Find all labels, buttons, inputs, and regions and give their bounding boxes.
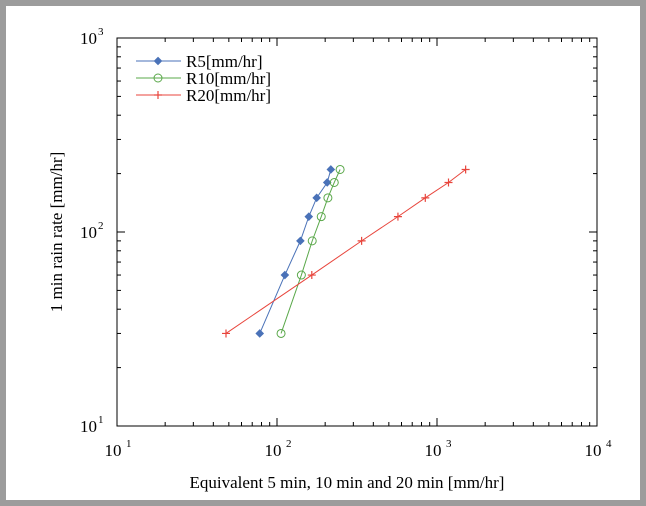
data-point xyxy=(312,193,321,203)
data-point xyxy=(329,177,339,187)
x-tick-label-exponent: 3 xyxy=(446,438,452,450)
data-point xyxy=(296,236,305,246)
legend-label: R5[mm/hr] xyxy=(186,52,263,71)
series-1 xyxy=(255,165,336,338)
series-line xyxy=(280,169,341,334)
y-axis-label: 1 min rain rate [mm/hr] xyxy=(47,152,66,313)
x-tick-label: 10 1 xyxy=(105,438,132,460)
legend-label: R10[mm/hr] xyxy=(186,69,271,88)
data-point xyxy=(326,165,336,174)
data-point xyxy=(461,165,470,174)
data-point xyxy=(323,193,333,203)
data-point xyxy=(307,236,317,246)
axis-ticks xyxy=(116,37,598,427)
legend-marker xyxy=(153,56,163,66)
y-tick-label-exponent: 3 xyxy=(98,26,104,38)
data-point xyxy=(304,212,314,221)
data-point xyxy=(280,270,290,280)
legend-entry: R20[mm/hr] xyxy=(136,86,271,105)
data-point xyxy=(335,164,345,174)
series-3 xyxy=(221,165,470,338)
legend-marker xyxy=(153,73,163,83)
legend-entry: R5[mm/hr] xyxy=(136,52,263,71)
x-tick-label-exponent: 2 xyxy=(286,438,292,450)
y-tick-label-base: 10 xyxy=(80,417,97,436)
legend: R5[mm/hr]R10[mm/hr]R20[mm/hr] xyxy=(136,52,271,105)
data-point xyxy=(393,212,402,221)
y-tick-label: 10 2 xyxy=(80,220,104,242)
x-tick-label-base: 10 xyxy=(585,441,602,460)
data-point xyxy=(444,178,453,187)
legend-marker xyxy=(154,91,162,99)
x-tick-label: 10 2 xyxy=(265,438,292,460)
x-axis-label: Equivalent 5 min, 10 min and 20 min [mm/… xyxy=(190,473,505,492)
y-tick-label-exponent: 1 xyxy=(98,414,104,426)
data-point xyxy=(296,270,306,280)
legend-label: R20[mm/hr] xyxy=(186,86,271,105)
y-tick-label-base: 10 xyxy=(80,29,97,48)
data-point xyxy=(316,212,326,222)
x-tick-label-base: 10 xyxy=(105,441,122,460)
data-point xyxy=(421,193,430,202)
x-tick-label-base: 10 xyxy=(425,441,442,460)
legend-entry: R10[mm/hr] xyxy=(136,69,271,88)
x-tick-label-exponent: 1 xyxy=(126,438,132,450)
tick-labels: 10 1 10 2 10 3 10 410 110 210 3 xyxy=(80,26,612,460)
x-tick-label-base: 10 xyxy=(265,441,282,460)
plot-area xyxy=(116,37,598,427)
data-point xyxy=(357,236,366,245)
y-tick-label-base: 10 xyxy=(80,223,97,242)
data-point xyxy=(255,329,265,338)
x-tick-label: 10 3 xyxy=(425,438,453,460)
x-tick-label-exponent: 4 xyxy=(606,438,612,450)
data-point xyxy=(307,271,316,280)
data-point xyxy=(221,329,230,338)
series-2 xyxy=(276,164,345,338)
y-tick-label: 10 3 xyxy=(80,26,104,48)
y-tick-label-exponent: 2 xyxy=(98,220,104,232)
series-layer xyxy=(221,164,470,338)
y-tick-label: 10 1 xyxy=(80,414,104,436)
x-tick-label: 10 4 xyxy=(585,438,613,460)
data-point xyxy=(276,328,286,338)
data-point xyxy=(322,178,332,187)
